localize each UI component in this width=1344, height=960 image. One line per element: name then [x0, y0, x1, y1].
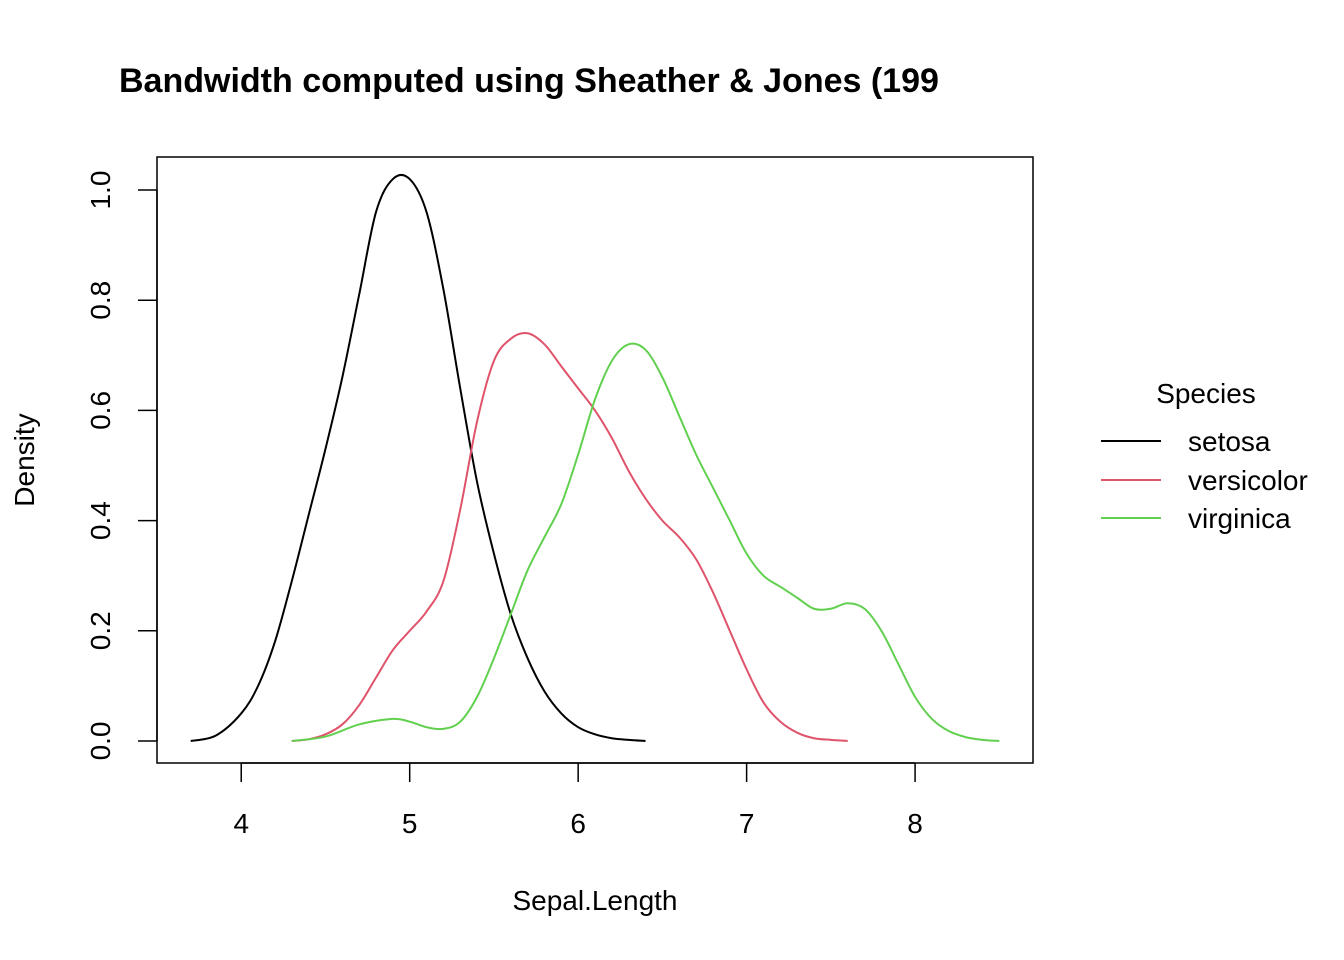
- y-tick-label: 0.6: [85, 391, 116, 430]
- legend-label-versicolor: versicolor: [1188, 465, 1308, 496]
- y-tick-label: 0.0: [85, 721, 116, 760]
- series-line-versicolor: [291, 332, 848, 742]
- series-layer: [190, 173, 1000, 742]
- legend: Species setosa versicolor virginica: [1101, 378, 1308, 534]
- x-tick-label: 8: [907, 808, 923, 839]
- legend-title: Species: [1156, 378, 1256, 409]
- x-axis: 4 5 6 7 8: [233, 762, 923, 839]
- x-tick-label: 7: [739, 808, 755, 839]
- x-tick-label: 6: [570, 808, 586, 839]
- y-tick-label: 0.4: [85, 501, 116, 540]
- series-line-setosa: [190, 173, 646, 742]
- legend-label-virginica: virginica: [1188, 503, 1291, 534]
- y-axis-label: Density: [9, 413, 40, 506]
- x-tick-label: 5: [402, 808, 418, 839]
- y-axis: 0.0 0.2 0.4 0.6 0.8 1.0: [85, 171, 158, 760]
- series-line-virginica: [291, 342, 1000, 742]
- x-axis-label: Sepal.Length: [512, 885, 677, 916]
- x-tick-label: 4: [233, 808, 249, 839]
- legend-entries: setosa versicolor virginica: [1101, 426, 1308, 534]
- y-tick-label: 0.2: [85, 611, 116, 650]
- y-tick-label: 0.8: [85, 281, 116, 320]
- y-tick-label: 1.0: [85, 171, 116, 210]
- chart-title: Bandwidth computed using Sheather & Jone…: [119, 62, 939, 100]
- legend-label-setosa: setosa: [1188, 426, 1271, 457]
